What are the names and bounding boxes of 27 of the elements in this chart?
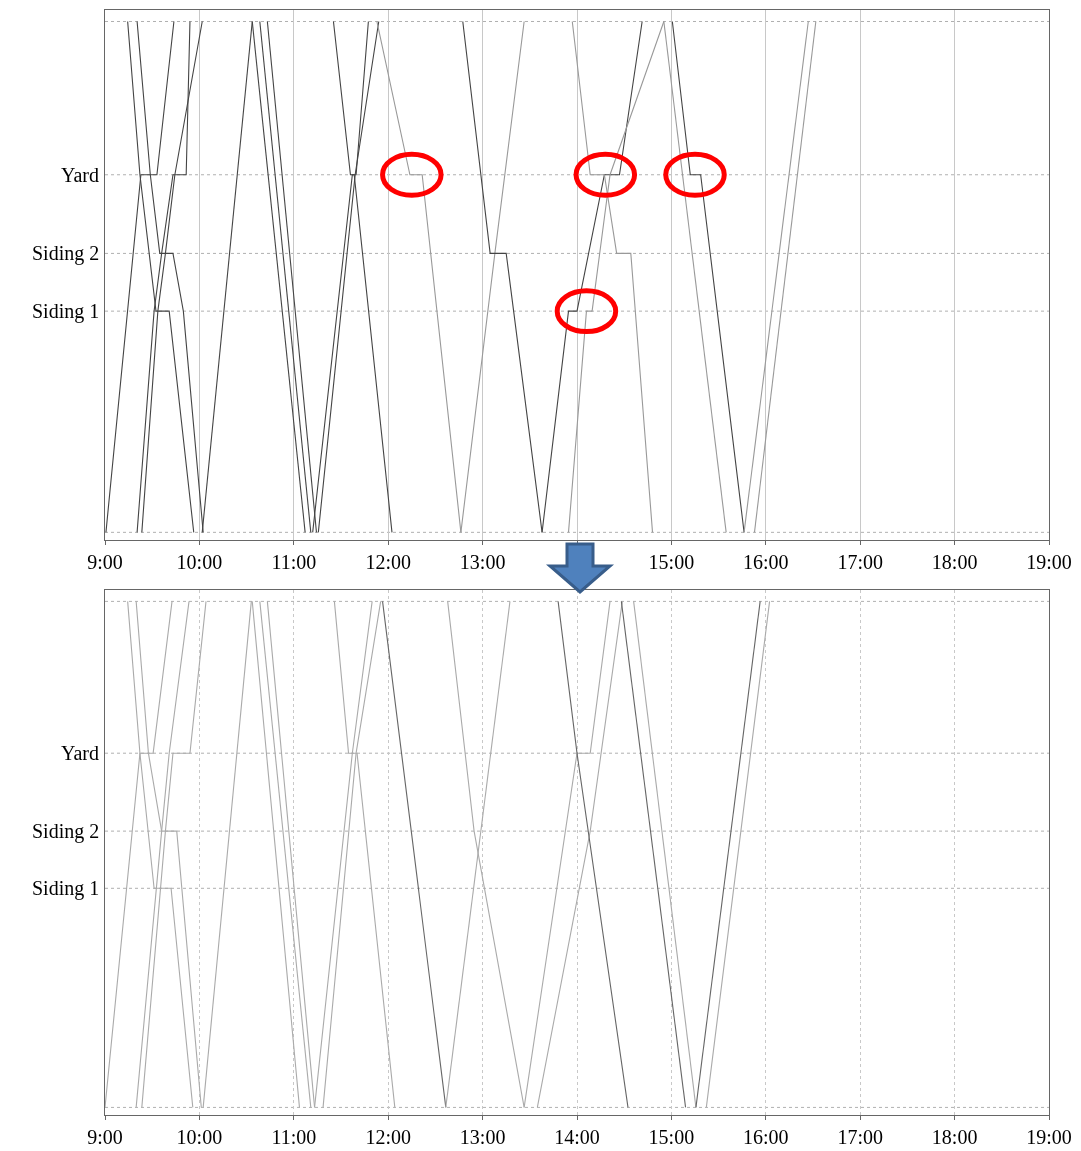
x-tick-label: 18:00 <box>931 551 978 573</box>
x-tick-label: 10:00 <box>176 1126 223 1148</box>
x-tick-label: 11:00 <box>271 551 317 573</box>
ref-line-label: Siding 2 <box>32 242 100 265</box>
x-tick-label: 9:00 <box>87 551 123 573</box>
x-tick-label: 13:00 <box>459 1126 506 1148</box>
x-tick-label: 14:00 <box>554 1126 600 1148</box>
x-tick-label: 16:00 <box>743 1126 789 1148</box>
x-tick-label: 19:00 <box>1026 1126 1072 1148</box>
x-tick-label: 15:00 <box>648 1126 695 1148</box>
x-tick-label: 11:00 <box>271 1126 317 1148</box>
x-tick-label: 12:00 <box>365 1126 411 1148</box>
x-tick-label: 13:00 <box>459 551 506 573</box>
x-tick-label: 9:00 <box>87 1126 123 1148</box>
ref-line-label: Siding 1 <box>32 877 100 900</box>
x-tick-label: 12:00 <box>365 551 411 573</box>
ref-line-label: Siding 1 <box>32 300 100 323</box>
x-tick-label: 17:00 <box>837 1126 883 1148</box>
x-tick-label: 17:00 <box>837 551 883 573</box>
x-tick-label: 10:00 <box>176 551 223 573</box>
x-tick-label: 16:00 <box>743 551 789 573</box>
ref-line-label: Siding 2 <box>32 820 100 843</box>
ref-line-label: Yard <box>61 742 99 764</box>
x-tick-label: 18:00 <box>931 1126 978 1148</box>
x-tick-label: 19:00 <box>1026 551 1072 573</box>
ref-line-label: Yard <box>61 164 99 186</box>
x-tick-label: 15:00 <box>648 551 695 573</box>
